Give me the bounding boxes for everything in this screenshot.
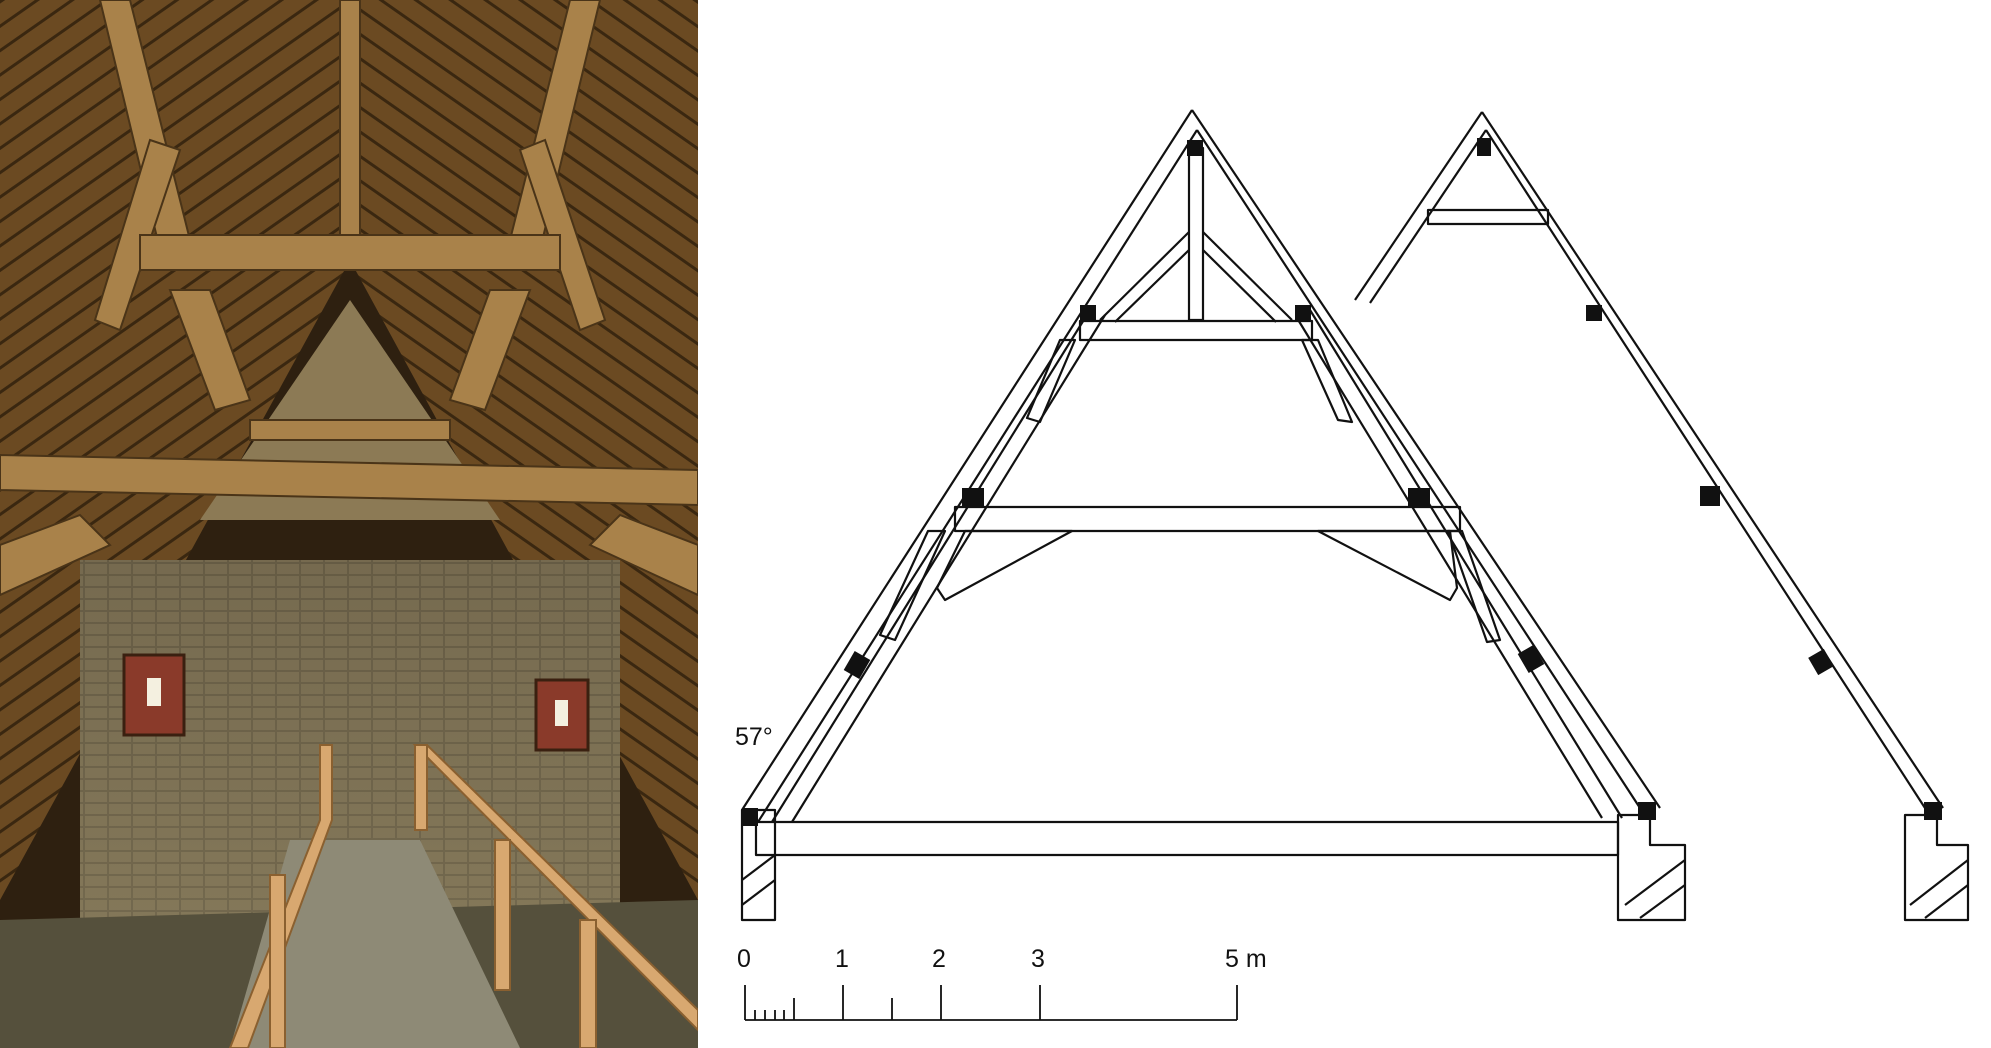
left-rafter-outer: [741, 109, 1193, 811]
left-wall: [740, 808, 777, 922]
angle-label: 57°: [735, 723, 773, 751]
scale-tick-5m: 5 m: [1225, 945, 1267, 973]
second-truss-right: [1481, 111, 1944, 809]
right-rafter-inner: [1196, 129, 1641, 809]
scale-tick-1: 1: [835, 945, 849, 973]
upper-collar-beam: [1078, 319, 1314, 342]
left-rafter-inner: [757, 129, 1198, 823]
truss-section-drawing: 57° 0 1 2 3 5 m: [735, 109, 1970, 1021]
lower-collar-beam: [953, 505, 1462, 533]
scale-bar: [744, 985, 1238, 1021]
scale-tick-0: 0: [737, 945, 751, 973]
scale-tick-2: 2: [932, 945, 946, 973]
second-truss-left: [1354, 111, 1483, 301]
king-post: [1187, 146, 1205, 322]
scale-tick-3: 3: [1031, 945, 1045, 973]
tie-beam: [754, 820, 1620, 857]
attic-photo: [0, 0, 698, 1048]
right-rafter-outer: [1191, 109, 1661, 809]
